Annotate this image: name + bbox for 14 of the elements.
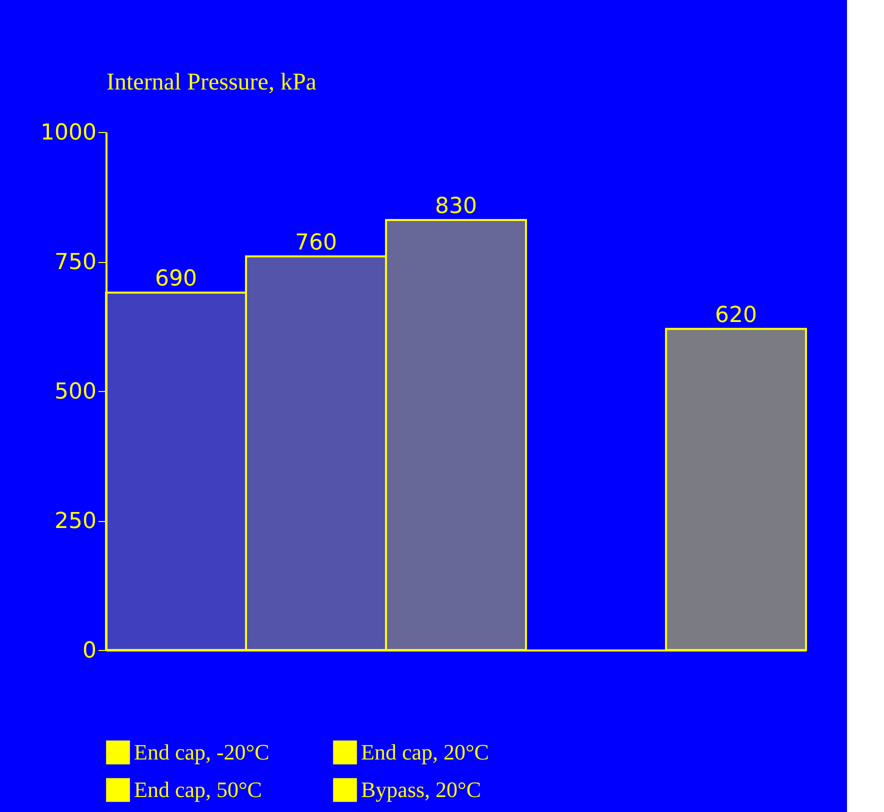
data-label: 620 xyxy=(715,302,757,328)
y-tick-label: 0 xyxy=(82,638,96,664)
legend-label: Bypass, 20°C xyxy=(361,777,482,802)
legend-label: End cap, 50°C xyxy=(134,777,262,802)
data-label: 830 xyxy=(435,194,477,220)
legend-label: End cap, -20°C xyxy=(134,739,270,764)
y-tick-label: 500 xyxy=(54,380,96,404)
y-tick-label: 750 xyxy=(54,250,96,275)
y-tick-label: 250 xyxy=(54,509,96,534)
data-label: 760 xyxy=(295,230,337,256)
data-label: 690 xyxy=(155,266,197,292)
legend-label: End cap, 20°C xyxy=(361,739,489,764)
y-axis-title: Internal Pressure, kPa xyxy=(106,70,317,96)
y-tick-label: 1000 xyxy=(40,120,96,146)
